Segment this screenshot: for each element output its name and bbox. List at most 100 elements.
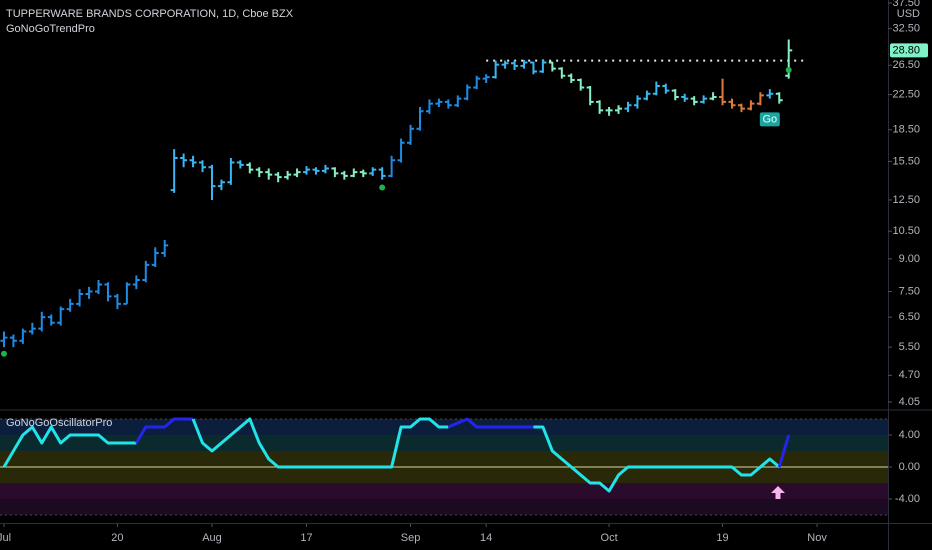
ohlc-bar <box>217 179 225 191</box>
ohlc-bar <box>520 59 528 69</box>
ohlc-bar <box>312 167 320 175</box>
ohlc-bar <box>463 84 471 101</box>
x-tick-label: Oct <box>601 532 618 544</box>
ohlc-bar <box>284 170 292 180</box>
ohlc-bar <box>359 169 367 178</box>
ohlc-bar <box>558 67 566 79</box>
x-tick-label: 17 <box>300 532 312 544</box>
ohlc-bar <box>671 89 679 101</box>
ohlc-bar <box>38 311 46 332</box>
y-tick-label: 7.50 <box>899 285 920 297</box>
ohlc-bar <box>766 89 774 99</box>
ohlc-bar <box>643 90 651 101</box>
ohlc-bar <box>265 168 273 180</box>
ohlc-bar <box>775 92 783 104</box>
currency-label: USD <box>897 8 920 20</box>
ohlc-bar <box>0 331 8 348</box>
ohlc-bar <box>161 239 169 257</box>
ohlc-bar <box>378 167 386 180</box>
ohlc-bar <box>539 59 547 73</box>
ohlc-bar <box>511 60 519 71</box>
oscillator-band <box>0 435 888 451</box>
x-tick-label: Sep <box>401 532 421 544</box>
ohlc-bar <box>255 167 263 178</box>
ohlc-bar <box>407 124 415 145</box>
x-tick-label: Aug <box>202 532 222 544</box>
x-tick-label: 19 <box>716 532 728 544</box>
ohlc-bar <box>756 92 764 106</box>
oscillator-band <box>0 483 888 499</box>
y-tick-label: 18.50 <box>892 124 920 136</box>
ohlc-bar <box>425 99 433 114</box>
ohlc-bar <box>709 92 717 101</box>
ohlc-bar <box>482 74 490 84</box>
ohlc-bar <box>208 164 216 200</box>
ohlc-bar <box>199 160 207 173</box>
ohlc-bar <box>123 282 131 305</box>
ohlc-bar <box>189 155 197 168</box>
ohlc-bar <box>321 164 329 174</box>
ohlc-bar <box>444 99 452 109</box>
oscillator-band <box>0 499 888 515</box>
y-tick-label: 4.70 <box>899 369 920 381</box>
signal-dot <box>0 350 7 357</box>
ohlc-bar <box>76 289 84 307</box>
ohlc-bar <box>113 293 121 310</box>
signal-arrow <box>771 486 785 499</box>
y-tick-label: 32.50 <box>892 23 920 35</box>
y-tick-label: 4.05 <box>899 396 920 408</box>
ohlc-bar <box>170 149 178 193</box>
x-tick-label: 14 <box>480 532 492 544</box>
y-tick-label: 15.50 <box>892 155 920 167</box>
ohlc-bar <box>492 60 500 79</box>
y-tick-label: 9.00 <box>899 253 920 265</box>
oscillator-line <box>135 417 194 444</box>
ohlc-bar <box>719 78 727 106</box>
ohlc-bar <box>615 105 623 114</box>
ohlc-bar <box>662 83 670 94</box>
ohlc-bar <box>577 78 585 91</box>
y-tick-label: 37.50 <box>892 0 920 9</box>
ohlc-bar <box>132 275 140 290</box>
ohlc-bar <box>737 103 745 113</box>
ohlc-bar <box>633 95 641 109</box>
chart-title: TUPPERWARE BRANDS CORPORATION, 1D, Cboe … <box>6 8 294 20</box>
ohlc-bar <box>416 106 424 131</box>
ohlc-bar <box>350 168 358 178</box>
ohlc-bar <box>340 170 348 180</box>
ohlc-bar <box>227 157 235 185</box>
x-tick-label: Nov <box>807 532 827 544</box>
x-tick-label: 20 <box>111 532 123 544</box>
ohlc-bar <box>700 95 708 104</box>
ohlc-bar <box>57 306 65 326</box>
y-tick-label: 5.50 <box>899 341 920 353</box>
oscillator-line <box>777 434 791 468</box>
go-badge-text: Go <box>762 114 777 126</box>
ohlc-bar <box>246 162 254 174</box>
oscillator-line <box>2 425 137 468</box>
ohlc-bar <box>454 95 462 107</box>
ohlc-bar <box>95 279 103 294</box>
y-tick-label: 4.00 <box>899 429 920 441</box>
ohlc-bar <box>652 81 660 96</box>
ohlc-bar <box>473 75 481 90</box>
ohlc-bar <box>605 106 613 116</box>
ohlc-bar <box>596 100 604 114</box>
oscillator-name: GoNoGoOscillatorPro <box>6 417 112 429</box>
ohlc-bar <box>66 298 74 312</box>
ohlc-bar <box>529 61 537 75</box>
go-badge <box>759 112 780 127</box>
signal-dot <box>379 184 386 191</box>
y-tick-label: 26.50 <box>892 59 920 71</box>
ohlc-bar <box>728 98 736 109</box>
ohlc-bar <box>388 155 396 178</box>
ohlc-bar <box>236 160 244 169</box>
ohlc-bar <box>586 86 594 106</box>
ohlc-bar <box>397 138 405 163</box>
ohlc-bar <box>47 314 55 326</box>
ohlc-bar <box>331 167 339 178</box>
ohlc-bar <box>747 100 755 111</box>
oscillator-line <box>191 417 449 469</box>
ohlc-bar <box>303 166 311 175</box>
